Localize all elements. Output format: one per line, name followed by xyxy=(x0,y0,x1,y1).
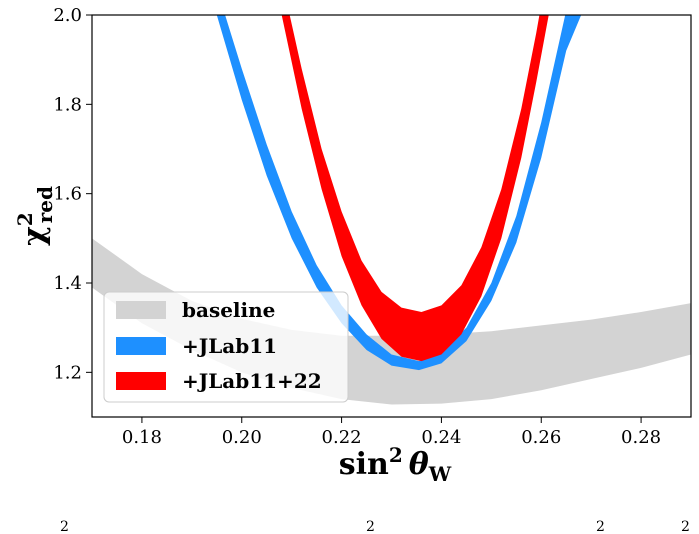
y-axis: 1.2 1.4 1.6 1.8 2.0 xyxy=(53,5,92,383)
x-axis-title: sin2 θW xyxy=(339,443,452,486)
plot-frame xyxy=(91,14,692,418)
cut-off-text-row: 2 2 2 2 xyxy=(60,519,690,534)
cut-text-3: 2 xyxy=(596,519,605,534)
x-axis: 0.18 0.20 0.22 0.24 0.26 0.28 xyxy=(122,417,661,448)
x-axis-title-sup: 2 xyxy=(389,443,403,467)
x-axis-title-main: sin xyxy=(339,447,389,482)
legend-swatch-baseline xyxy=(116,301,166,319)
legend-swatch-jlab11 xyxy=(116,337,166,355)
y-axis-title: χ2red xyxy=(13,186,57,246)
legend-label-jlab11: +JLab11 xyxy=(182,334,277,358)
cut-text-1: 2 xyxy=(60,519,69,534)
x-axis-title-theta: θ xyxy=(409,447,429,482)
legend-swatch-jlab11-22 xyxy=(116,372,166,390)
y-tick-label: 1.4 xyxy=(53,273,82,294)
x-tick-label: 0.26 xyxy=(521,427,561,448)
y-axis-title-sub: red xyxy=(33,186,57,223)
legend-label-baseline: baseline xyxy=(182,298,275,322)
x-tick-label: 0.20 xyxy=(222,427,262,448)
legend: baseline +JLab11 +JLab11+22 xyxy=(103,291,349,403)
y-tick-label: 1.6 xyxy=(53,184,82,205)
y-tick-label: 1.2 xyxy=(53,362,82,383)
x-tick-label: 0.18 xyxy=(122,427,162,448)
x-tick-label: 0.28 xyxy=(621,427,661,448)
y-axis-title-sup: 2 xyxy=(13,212,37,226)
x-tick-label: 0.24 xyxy=(421,427,461,448)
x-tick-label: 0.22 xyxy=(322,427,362,448)
x-axis-title-sub: W xyxy=(428,462,452,486)
cut-text-4: 2 xyxy=(681,519,690,534)
y-tick-label: 1.8 xyxy=(53,94,82,115)
legend-label-jlab11-22: +JLab11+22 xyxy=(182,369,322,393)
y-axis-title-main: χ xyxy=(17,226,52,246)
y-tick-label: 2.0 xyxy=(53,5,82,26)
cut-text-2: 2 xyxy=(366,519,375,534)
band-jlab11-22 xyxy=(281,15,549,362)
